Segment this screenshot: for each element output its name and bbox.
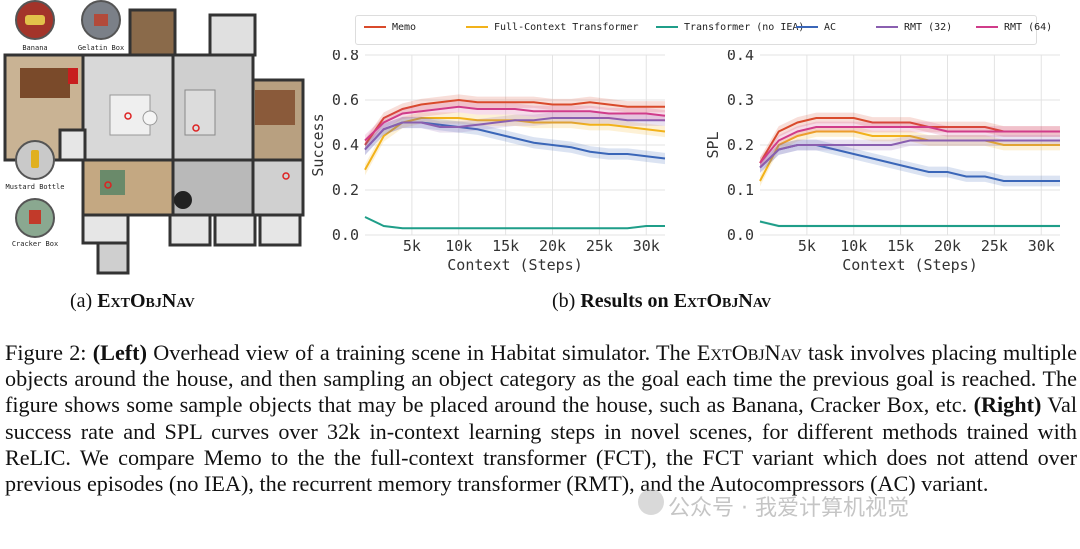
y-tick-label: 0.6 bbox=[332, 91, 359, 109]
series-line bbox=[759, 220, 1060, 227]
object-thumb-banana: Banana bbox=[15, 0, 55, 52]
legend-swatch bbox=[796, 26, 818, 28]
series-band bbox=[365, 112, 665, 176]
caption-part-2: task involves placing multiple objects a… bbox=[5, 340, 1077, 418]
y-tick-label: 0.4 bbox=[332, 136, 359, 154]
legend-entry: Transformer (no IEA) bbox=[656, 22, 804, 33]
subcaption-b-name: ExtObjNav bbox=[673, 290, 772, 312]
series-band bbox=[760, 121, 1060, 169]
object-thumb-mustard-bottle: Mustard Bottle bbox=[5, 140, 65, 191]
series-line bbox=[364, 98, 665, 146]
caption-part-1: Overhead view of a training scene in Hab… bbox=[153, 340, 691, 365]
legend-entry: RMT (64) bbox=[976, 22, 1052, 33]
x-tick-label: 20k bbox=[539, 237, 566, 255]
caption-label: Figure 2: bbox=[5, 340, 87, 365]
object-label: Gelatin Box bbox=[78, 44, 124, 52]
legend-label: Memo bbox=[392, 22, 417, 33]
legend-swatch bbox=[364, 26, 386, 28]
series-line bbox=[759, 130, 1060, 182]
legend-entry: Full-Context Transformer bbox=[466, 22, 639, 33]
series-line bbox=[759, 126, 1060, 164]
chart-legend: Memo Full-Context Transformer Transformer … bbox=[355, 15, 1052, 45]
y-axis-label: SPL bbox=[704, 131, 722, 158]
x-tick-label: 10k bbox=[445, 237, 472, 255]
success-chart: 0.0 0.2 0.4 0.6 0.8 5k 10k 15k 20k 25k 30k Context … bbox=[309, 50, 666, 274]
legend-swatch bbox=[656, 26, 678, 28]
x-tick-label: 5k bbox=[798, 237, 816, 255]
y-tick-label: 0.0 bbox=[332, 226, 359, 244]
caption-part-3: Val success rate and SPL curves over 32k… bbox=[5, 392, 1077, 497]
object-label: Banana bbox=[22, 44, 47, 52]
spl-chart: 0.0 0.1 0.2 0.3 0.4 5k 10k 15k 20k 25k 30k Context … bbox=[704, 50, 1060, 274]
subcaption-a-prefix: (a) bbox=[70, 290, 93, 312]
x-tick-label: 20k bbox=[934, 237, 961, 255]
x-tick-label: 15k bbox=[887, 237, 914, 255]
y-tick-label: 0.3 bbox=[727, 91, 754, 109]
series-band bbox=[760, 139, 1060, 187]
legend-label: RMT (64) bbox=[1004, 22, 1053, 33]
object-label: Cracker Box bbox=[12, 240, 58, 248]
x-tick-label: 5k bbox=[403, 237, 421, 255]
x-tick-label: 30k bbox=[633, 237, 660, 255]
x-tick-label: 25k bbox=[586, 237, 613, 255]
object-label: Mustard Bottle bbox=[5, 183, 64, 191]
x-axis-label: Context (Steps) bbox=[447, 256, 582, 274]
y-tick-label: 0.4 bbox=[727, 50, 754, 64]
legend-swatch bbox=[976, 26, 998, 28]
x-tick-label: 30k bbox=[1028, 237, 1055, 255]
series-band bbox=[365, 112, 665, 156]
x-tick-label: 25k bbox=[981, 237, 1008, 255]
caption-right-tag: (Right) bbox=[973, 392, 1042, 418]
legend-label: Full-Context Transformer bbox=[494, 22, 639, 33]
y-tick-label: 0.2 bbox=[727, 136, 754, 154]
subcaption-b-text: Results on bbox=[580, 290, 669, 312]
series-line bbox=[364, 105, 666, 142]
legend-label: AC bbox=[824, 22, 837, 33]
y-axis-label: Success bbox=[309, 113, 327, 176]
x-axis-label: Context (Steps) bbox=[842, 256, 977, 274]
subcaption-b: (b) Results on ExtObjNav bbox=[552, 290, 771, 313]
y-tick-label: 0.0 bbox=[727, 226, 754, 244]
watermark-text: 公众号 · 我爱计算机视觉 bbox=[668, 496, 909, 521]
legend-swatch bbox=[876, 26, 898, 28]
series-band bbox=[365, 101, 665, 147]
watermark-icon bbox=[638, 489, 664, 515]
subcaption-b-prefix: (b) bbox=[552, 290, 576, 312]
legend-entry: AC bbox=[796, 22, 836, 33]
figure-caption: Figure 2: (Left) Overhead view of a trai… bbox=[5, 340, 1077, 497]
legend-entry: RMT (32) bbox=[876, 22, 952, 33]
series-band bbox=[365, 94, 665, 151]
series-line bbox=[364, 216, 665, 230]
figure-area: Banana Gelatin Box Mustard Bottle Cracke… bbox=[3, 0, 1060, 313]
caption-task-name: ExtObjNav bbox=[696, 340, 802, 365]
legend-swatch bbox=[466, 26, 488, 28]
y-tick-label: 0.1 bbox=[727, 181, 754, 199]
series-line bbox=[364, 117, 665, 151]
subcaption-a: (a) ExtObjNav bbox=[70, 290, 195, 313]
y-tick-label: 0.8 bbox=[332, 50, 359, 64]
x-tick-label: 15k bbox=[492, 237, 519, 255]
object-thumb-cracker-box: Cracker Box bbox=[12, 198, 58, 248]
legend-label: Transformer (no IEA) bbox=[684, 22, 805, 33]
overhead-floorplan: Banana Gelatin Box Mustard Bottle Cracke… bbox=[3, 0, 305, 275]
caption-left-tag: (Left) bbox=[92, 340, 147, 365]
x-tick-label: 10k bbox=[840, 237, 867, 255]
legend-entry: Memo bbox=[364, 22, 416, 33]
legend-label: RMT (32) bbox=[904, 22, 953, 33]
y-tick-label: 0.2 bbox=[332, 181, 359, 199]
subcaption-a-name: ExtObjNav bbox=[97, 290, 195, 312]
object-thumb-gelatin-box: Gelatin Box bbox=[78, 0, 124, 52]
series-line bbox=[759, 139, 1060, 169]
